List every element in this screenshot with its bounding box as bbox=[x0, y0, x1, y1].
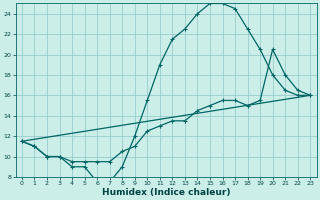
X-axis label: Humidex (Indice chaleur): Humidex (Indice chaleur) bbox=[102, 188, 230, 197]
